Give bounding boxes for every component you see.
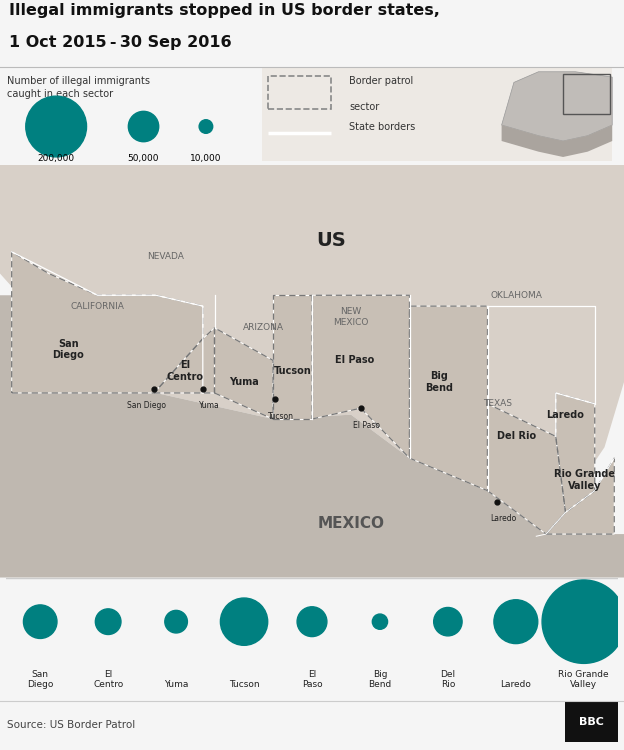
Ellipse shape	[220, 598, 268, 645]
Ellipse shape	[494, 600, 538, 644]
Ellipse shape	[542, 580, 624, 664]
Bar	[565, 702, 618, 742]
Text: San Diego: San Diego	[127, 401, 166, 410]
Text: 200,000: 200,000	[37, 154, 75, 163]
Text: Rio Grande
Valley: Rio Grande Valley	[555, 469, 615, 490]
Text: State borders: State borders	[349, 122, 416, 131]
Ellipse shape	[165, 610, 187, 633]
Text: El
Paso: El Paso	[301, 670, 323, 689]
Polygon shape	[154, 328, 215, 393]
Text: Number of illegal immigrants
caught in each sector: Number of illegal immigrants caught in e…	[7, 76, 150, 99]
Polygon shape	[409, 306, 487, 490]
Ellipse shape	[95, 609, 121, 634]
Text: El Paso: El Paso	[335, 356, 374, 365]
Text: Tucson: Tucson	[268, 412, 294, 421]
Ellipse shape	[434, 608, 462, 636]
Ellipse shape	[199, 120, 213, 134]
Text: Big
Bend: Big Bend	[368, 670, 392, 689]
Text: Yuma: Yuma	[229, 377, 258, 387]
Text: Laredo: Laredo	[500, 680, 531, 689]
Ellipse shape	[24, 605, 57, 638]
Text: Source: US Border Patrol: Source: US Border Patrol	[7, 720, 136, 730]
Text: Del Rio: Del Rio	[497, 431, 536, 442]
Polygon shape	[0, 296, 624, 578]
Bar	[262, 67, 612, 161]
Text: Yuma: Yuma	[164, 680, 188, 689]
Ellipse shape	[129, 111, 158, 142]
Text: San
Diego: San Diego	[27, 670, 54, 689]
Text: Border patrol: Border patrol	[349, 76, 414, 86]
Text: MEXICO: MEXICO	[318, 516, 384, 531]
Ellipse shape	[373, 614, 388, 629]
Text: BBC: BBC	[579, 717, 604, 727]
Text: Laredo: Laredo	[547, 410, 585, 420]
Text: Big
Bend: Big Bend	[425, 371, 453, 393]
Text: TEXAS: TEXAS	[483, 399, 512, 408]
Ellipse shape	[26, 96, 87, 157]
Polygon shape	[546, 458, 614, 534]
Polygon shape	[0, 165, 624, 534]
Text: Rio Grande
Valley: Rio Grande Valley	[558, 670, 609, 689]
Text: US: US	[316, 232, 346, 251]
Text: OKLAHOMA: OKLAHOMA	[491, 291, 543, 300]
Polygon shape	[487, 404, 565, 534]
Polygon shape	[502, 72, 612, 141]
Text: San
Diego: San Diego	[52, 339, 84, 360]
Polygon shape	[312, 296, 409, 458]
Polygon shape	[12, 252, 203, 393]
Text: El Paso: El Paso	[353, 421, 381, 430]
Text: Yuma: Yuma	[198, 401, 220, 410]
Text: sector: sector	[349, 102, 379, 112]
Text: CALIFORNIA: CALIFORNIA	[71, 302, 124, 310]
Text: 1 Oct 2015 - 30 Sep 2016: 1 Oct 2015 - 30 Sep 2016	[9, 35, 232, 50]
Text: NEVADA: NEVADA	[147, 252, 184, 261]
Text: ARIZONA: ARIZONA	[243, 323, 284, 332]
Text: Del
Rio: Del Rio	[441, 670, 456, 689]
Text: 50,000: 50,000	[128, 154, 159, 163]
Ellipse shape	[297, 607, 327, 637]
Bar	[563, 74, 610, 115]
Polygon shape	[215, 328, 273, 419]
Polygon shape	[556, 393, 595, 512]
Text: El
Centro: El Centro	[93, 670, 124, 689]
Polygon shape	[502, 125, 612, 157]
Text: 10,000: 10,000	[190, 154, 222, 163]
Text: Tucson: Tucson	[229, 680, 260, 689]
Text: Tucson: Tucson	[274, 366, 311, 376]
Text: Laredo: Laredo	[490, 514, 517, 523]
Text: Illegal immigrants stopped in US border states,: Illegal immigrants stopped in US border …	[9, 3, 441, 18]
Text: El
Centro: El Centro	[167, 361, 204, 382]
Polygon shape	[273, 296, 312, 419]
Text: NEW
MEXICO: NEW MEXICO	[333, 308, 369, 327]
